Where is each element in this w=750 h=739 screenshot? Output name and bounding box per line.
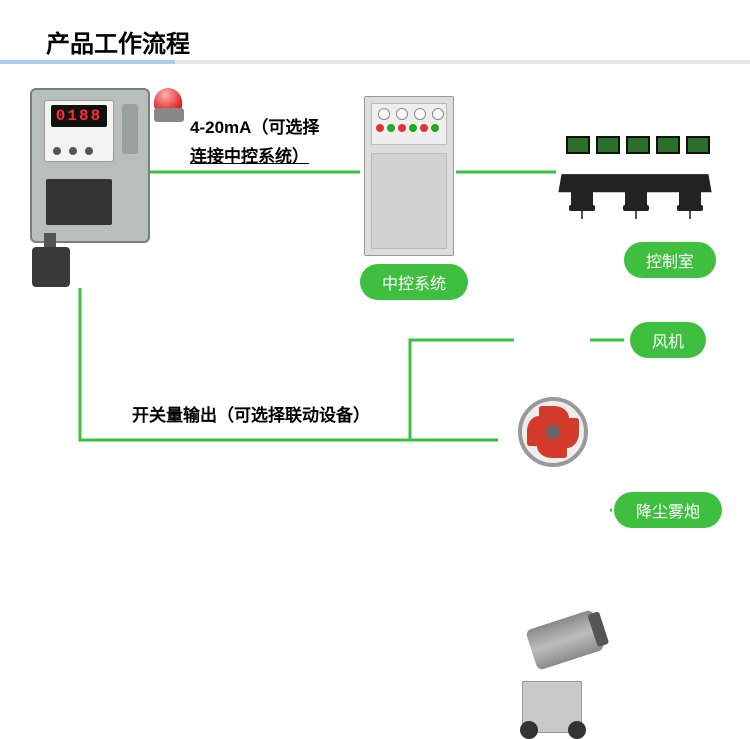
- label-cannon: 降尘雾炮: [614, 492, 722, 528]
- control-room-device: [560, 124, 710, 219]
- cabinet-door: [371, 153, 447, 249]
- fan-hub-icon: [546, 425, 560, 439]
- cabinet-body: [364, 96, 454, 256]
- detector-side: [122, 104, 138, 154]
- chair-icon: [676, 185, 704, 219]
- gauge-icon: [432, 108, 444, 120]
- annotation-top: 4-20mA（可选择 连接中控系统）: [190, 114, 319, 172]
- detector-device: 0188: [30, 88, 150, 243]
- alarm-icon: [154, 88, 184, 126]
- detector-screen: 0188: [44, 100, 114, 162]
- knob-icon: [53, 147, 61, 155]
- cabinet-panel: [371, 103, 447, 145]
- knob-icon: [69, 147, 77, 155]
- label-fan: 风机: [630, 322, 706, 358]
- detector-body: 0188: [30, 88, 150, 243]
- wheel-icon: [520, 721, 538, 739]
- annotation-top-line2: 连接中控系统）: [190, 143, 319, 172]
- detector-plate: [46, 179, 112, 225]
- monitor-icon: [656, 136, 680, 154]
- button-row: [376, 124, 442, 132]
- wheel-icon: [568, 721, 586, 739]
- diagram-canvas: 0188 4-20mA（可选择 连接中控系统）: [0, 0, 750, 588]
- label-control-room: 控制室: [624, 242, 716, 278]
- cannon-device: [500, 613, 610, 733]
- cabinet-device: [364, 96, 454, 256]
- gauge-icon: [378, 108, 390, 120]
- sensor-icon: [32, 247, 70, 287]
- monitor-icon: [686, 136, 710, 154]
- label-cabinet: 中控系统: [360, 264, 468, 300]
- detector-led: 0188: [51, 105, 107, 127]
- gauge-icon: [396, 108, 408, 120]
- gauge-icon: [414, 108, 426, 120]
- fan-device: [518, 397, 588, 467]
- chair-icon: [568, 185, 596, 219]
- annotation-bottom: 开关量输出（可选择联动设备）: [132, 402, 370, 431]
- annotation-top-line1: 4-20mA（可选择: [190, 114, 319, 143]
- knob-icon: [85, 147, 93, 155]
- monitor-icon: [626, 136, 650, 154]
- cannon-barrel-icon: [525, 609, 605, 671]
- monitor-icon: [566, 136, 590, 154]
- monitor-icon: [596, 136, 620, 154]
- chair-icon: [622, 185, 650, 219]
